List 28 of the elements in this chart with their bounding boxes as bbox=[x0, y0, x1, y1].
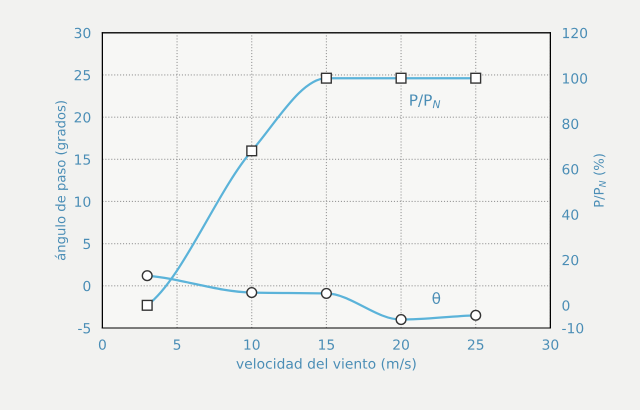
y-tick-label: -5 bbox=[78, 323, 90, 334]
y-tick-label: 10 bbox=[75, 196, 90, 207]
x-tick-label: 15 bbox=[319, 340, 334, 350]
y-tick-label: 20 bbox=[74, 112, 90, 123]
x-tick-label: 30 bbox=[542, 339, 558, 350]
y-tick-label: 5 bbox=[84, 238, 90, 250]
y-tick-label: 15 bbox=[75, 154, 90, 165]
y-tick-label: 0 bbox=[83, 280, 90, 292]
y2-tick-label: 20 bbox=[562, 254, 578, 266]
x-tick-label: 10 bbox=[244, 339, 260, 350]
y2-tick-label: 60 bbox=[562, 164, 578, 175]
y2-tick-label: -10 bbox=[562, 322, 584, 334]
y-tick-label: 30 bbox=[74, 28, 90, 38]
x-tick-label: 5 bbox=[174, 340, 180, 350]
y-axis-title: ángulo de paso (grados) bbox=[54, 101, 68, 260]
y2-tick-label: 80 bbox=[562, 118, 578, 130]
x-tick-label: 0 bbox=[98, 339, 106, 350]
y2-tick-label: 120 bbox=[563, 28, 588, 38]
y2-tick-label: 0 bbox=[562, 300, 570, 311]
x-tick-label: 25 bbox=[468, 339, 484, 350]
series-label: θ bbox=[432, 292, 440, 304]
y-tick-label: 25 bbox=[74, 70, 90, 80]
series-label: P/P$_{N}$ bbox=[410, 94, 440, 108]
y2-tick-label: 100 bbox=[563, 73, 588, 84]
y2-axis-title: P/P$_{N}$ (%) bbox=[594, 154, 606, 207]
x-tick-label: 20 bbox=[393, 339, 409, 350]
x-axis-title: velocidad del viento (m/s) bbox=[236, 358, 416, 370]
y2-tick-label: 40 bbox=[562, 209, 578, 220]
